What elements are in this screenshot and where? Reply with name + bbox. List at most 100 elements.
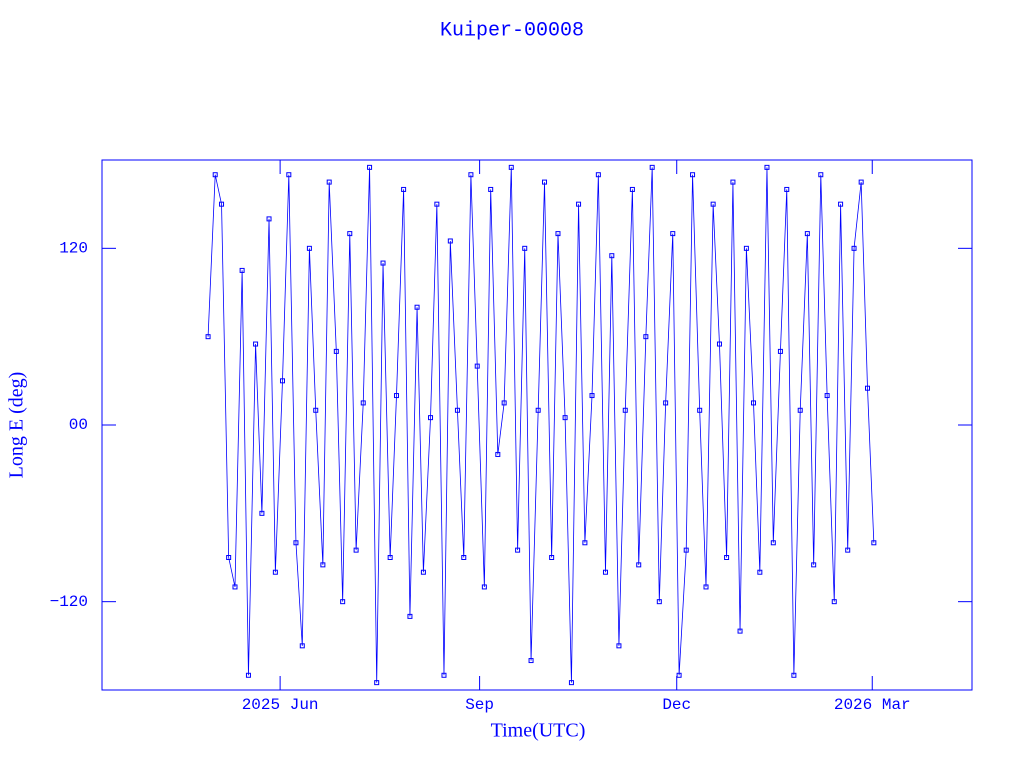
data-point [555,231,561,237]
data-point [871,540,877,546]
data-point [495,451,501,457]
data-point [609,253,615,259]
data-point [374,680,380,686]
data-point [784,186,790,192]
data-point [845,547,851,553]
data-point [414,304,420,310]
data-point [488,186,494,192]
data-point [232,584,238,590]
data-point [616,643,622,649]
data-point [434,201,440,207]
data-point [865,385,871,391]
data-point [420,569,426,575]
data-point [622,407,628,413]
data-point [851,245,857,251]
data-point [522,245,528,251]
data-point [481,584,487,590]
data-point [777,348,783,354]
data-point [387,555,393,560]
data-point [649,164,655,170]
data-point [286,172,292,178]
data-point [710,201,716,207]
data-point [474,363,480,369]
data-point [804,231,810,237]
data-point [811,562,817,568]
data-point [703,584,709,590]
series-line [207,167,875,683]
data-point [299,643,305,649]
data-point [454,407,460,413]
x-tick-label: Sep [465,696,494,714]
data-point [818,172,824,178]
data-point [468,172,474,178]
data-point [751,400,757,406]
data-point [791,672,797,678]
data-point [401,186,407,192]
data-point [838,201,844,207]
y-tick-label: 00 [69,416,88,434]
data-point [340,599,346,605]
data-point [279,378,285,384]
data-point [757,569,763,575]
chart-title: Kuiper-00008 [440,19,584,42]
data-point [528,658,534,664]
x-tick-label: 2026 Mar [834,696,911,714]
data-point [515,547,521,553]
data-point [360,400,366,406]
data-point [743,245,749,251]
data-point [313,407,319,413]
data-point [602,569,608,575]
data-point [629,186,635,192]
data-point [737,628,743,634]
y-axis-label: Long E (deg) [6,372,28,479]
x-tick-label: Dec [662,696,691,714]
data-point [266,216,272,222]
data-point [676,672,682,678]
data-point [724,555,730,560]
data-point [245,672,251,678]
data-point [326,179,332,185]
data-point [549,555,555,560]
data-point [764,164,770,170]
data-point [697,407,703,413]
y-tick-label: 120 [59,240,88,258]
data-point [831,599,837,605]
data-point [770,540,776,546]
data-point [407,613,413,619]
data-point [226,555,232,560]
data-point [259,510,265,516]
data-point [636,562,642,568]
data-point [663,400,669,406]
data-point [589,393,595,399]
data-point [542,179,548,185]
data-point [582,540,588,546]
data-point [393,393,399,399]
data-point [690,172,696,178]
data-point [535,407,541,413]
data-point [797,407,803,413]
data-point [272,569,278,575]
data-point [568,680,574,686]
data-point [595,172,601,178]
data-point [219,201,225,207]
data-point [380,260,386,266]
data-point [320,562,326,568]
data-point [576,201,582,207]
data-point [858,179,864,185]
data-point [347,231,353,237]
data-point [205,334,211,340]
data-point [508,164,514,170]
data-point [353,547,359,553]
data-point [643,334,649,340]
x-tick-label: 2025 Jun [242,696,319,714]
data-point [212,172,218,178]
data-point [730,179,736,185]
y-tick-label: −120 [50,593,88,611]
data-point [253,341,259,347]
data-point [428,415,434,421]
data-point [656,599,662,605]
data-point [683,547,689,553]
data-point [367,164,373,170]
